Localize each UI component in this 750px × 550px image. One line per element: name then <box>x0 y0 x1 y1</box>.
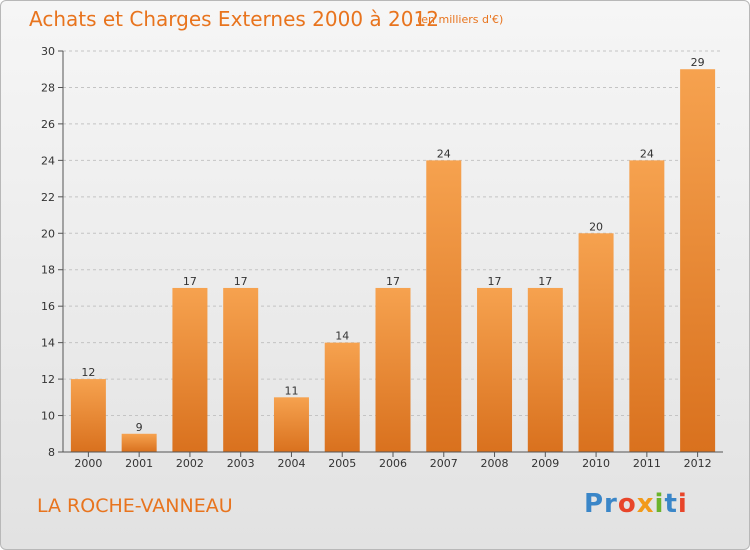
x-tick-label: 2009 <box>531 457 559 470</box>
data-label-2000: 12 <box>81 366 95 379</box>
bar-2005 <box>324 342 360 452</box>
y-tick-label: 20 <box>41 227 55 240</box>
y-tick-label: 22 <box>41 191 55 204</box>
logo-letter-i: i <box>654 489 665 519</box>
data-label-2011: 24 <box>640 147 654 160</box>
y-tick-label: 18 <box>41 264 55 277</box>
y-tick-label: 10 <box>41 410 55 423</box>
proxiti-logo[interactable]: Proxiti <box>584 489 688 519</box>
y-tick-label: 16 <box>41 300 55 313</box>
x-tick-label: 2002 <box>176 457 204 470</box>
chart-subtitle: (en milliers d'€) <box>417 13 504 26</box>
y-tick-label: 26 <box>41 118 55 131</box>
x-tick-label: 2011 <box>633 457 661 470</box>
x-tick-label: 2012 <box>684 457 712 470</box>
logo-letter-t: t <box>664 489 678 519</box>
x-tick-label: 2005 <box>328 457 356 470</box>
logo-letter-x: x <box>636 489 655 519</box>
bars <box>70 69 716 453</box>
logo-letters-pr: Pr <box>584 489 618 519</box>
logo-letter-i2: i <box>677 489 688 519</box>
bar-2002 <box>172 287 208 452</box>
bar-2004 <box>273 397 309 452</box>
x-tick-label: 2000 <box>74 457 102 470</box>
bar-2006 <box>375 287 411 452</box>
y-tick-label: 24 <box>41 154 55 167</box>
data-label-2012: 29 <box>691 56 705 69</box>
x-tick-label: 2008 <box>481 457 509 470</box>
data-labels: 12 9 17 17 11 14 17 24 17 17 20 24 29 <box>81 56 704 434</box>
bar-2003 <box>223 287 259 452</box>
chart-title: Achats et Charges Externes 2000 à 2012 <box>29 7 439 31</box>
y-tick-label: 30 <box>41 45 55 58</box>
data-label-2010: 20 <box>589 220 603 233</box>
x-tick-label: 2006 <box>379 457 407 470</box>
y-tick-label: 28 <box>41 81 55 94</box>
y-tick-label: 8 <box>48 446 55 459</box>
data-label-2007: 24 <box>437 147 451 160</box>
axes: 8 10 12 14 16 18 20 22 24 26 28 30 2000 2001 2002 2003 2… <box>41 45 723 470</box>
x-tick-label: 2001 <box>125 457 153 470</box>
commune-name: LA ROCHE-VANNEAU <box>37 495 233 517</box>
data-label-2002: 17 <box>183 275 197 288</box>
bar-2010 <box>578 233 614 452</box>
bar-2000 <box>70 379 106 452</box>
data-label-2009: 17 <box>538 275 552 288</box>
y-tick-label: 14 <box>41 337 55 350</box>
data-label-2004: 11 <box>284 384 298 397</box>
bar-2007 <box>426 160 462 452</box>
y-tick-label: 12 <box>41 373 55 386</box>
data-label-2005: 14 <box>335 330 349 343</box>
bar-2008 <box>477 287 513 452</box>
x-tick-label: 2003 <box>227 457 255 470</box>
bar-2012 <box>680 69 716 453</box>
data-label-2003: 17 <box>234 275 248 288</box>
bar-2011 <box>629 160 665 452</box>
x-tick-label: 2010 <box>582 457 610 470</box>
x-tick-label: 2004 <box>277 457 305 470</box>
bar-2009 <box>527 287 563 452</box>
logo-letter-o: o <box>617 489 637 519</box>
bar-2001 <box>121 433 157 452</box>
data-label-2001: 9 <box>136 421 143 434</box>
data-label-2008: 17 <box>488 275 502 288</box>
data-label-2006: 17 <box>386 275 400 288</box>
x-tick-label: 2007 <box>430 457 458 470</box>
